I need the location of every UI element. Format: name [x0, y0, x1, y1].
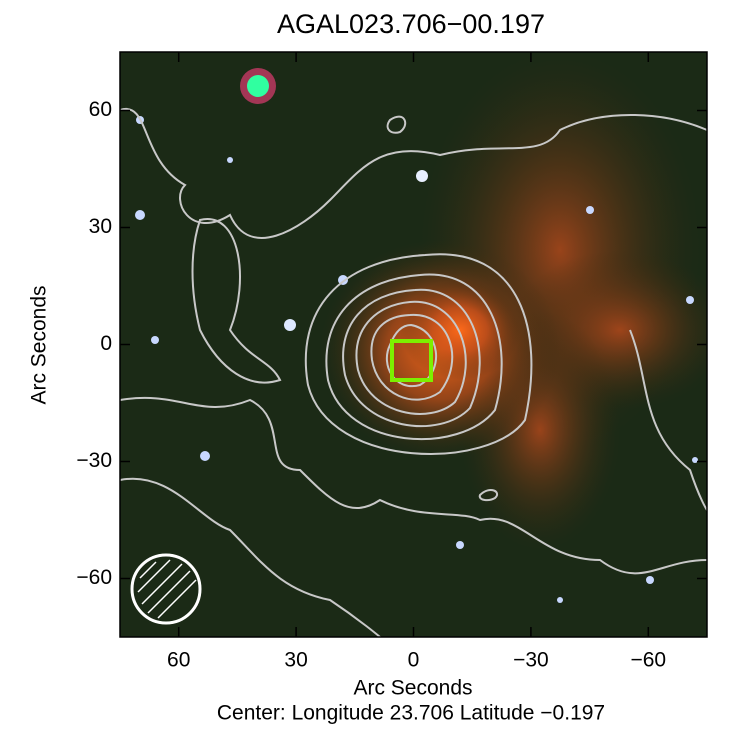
y-tick-label: 30 — [89, 215, 112, 238]
y-tick-label: −30 — [76, 449, 112, 472]
y-tick-label: 0 — [100, 332, 112, 355]
chart-title: AGAL023.706−00.197 — [277, 9, 545, 39]
x-tick-label: 30 — [284, 649, 307, 672]
x-tick-label: −60 — [630, 649, 666, 672]
x-tick-label: 0 — [408, 649, 420, 672]
beam — [130, 553, 202, 625]
y-tick-label: 60 — [89, 98, 112, 121]
x-tick-label: −30 — [513, 649, 549, 672]
sky-image — [120, 52, 707, 637]
x-tick-label: 60 — [167, 649, 190, 672]
y-tick-label: −60 — [76, 566, 112, 589]
footer-note: Center: Longitude 23.706 Latitude −0.197 — [217, 702, 605, 725]
x-axis-label: Arc Seconds — [353, 677, 472, 700]
target-box — [390, 339, 433, 382]
y-axis-label: Arc Seconds — [28, 285, 51, 404]
